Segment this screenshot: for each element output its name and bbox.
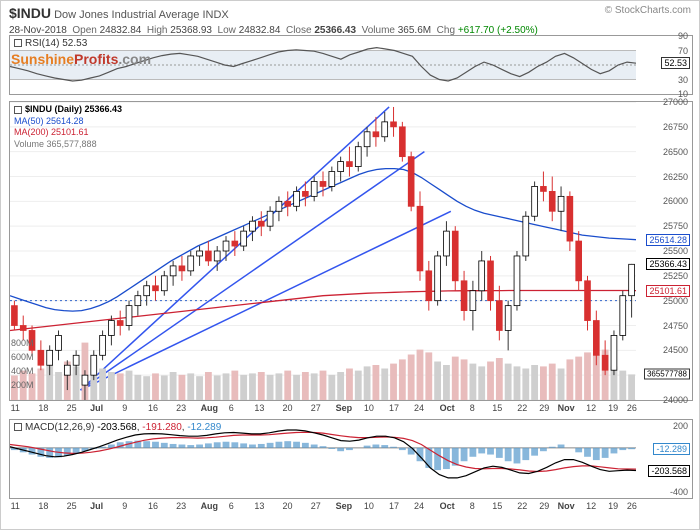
- title: Dow Jones Industrial Average INDX: [54, 9, 229, 21]
- price-panel: $INDU (Daily) 25366.43 MA(50) 25614.28 M…: [9, 101, 693, 401]
- watermark: SunshineProfits.com: [11, 51, 151, 67]
- rsi-label: RSI(14) 52.53: [14, 38, 87, 49]
- x-axis-lower: 111825Jul91623Aug6132027Sep101724Oct8152…: [9, 501, 635, 515]
- chart-container: $INDU Dow Jones Industrial Average INDX …: [0, 0, 700, 530]
- source: © StockCharts.com: [605, 5, 691, 16]
- x-axis-upper: 111825Jul91623Aug6132027Sep101724Oct8152…: [9, 403, 635, 417]
- macd-panel: MACD(12,26,9) -203.568, -191.280, -12.28…: [9, 419, 693, 499]
- symbol: $INDU: [9, 5, 51, 21]
- price-legend: $INDU (Daily) 25366.43 MA(50) 25614.28 M…: [14, 104, 122, 151]
- macd-label: MACD(12,26,9) -203.568, -191.280, -12.28…: [14, 422, 221, 433]
- chart-header: $INDU Dow Jones Industrial Average INDX …: [1, 1, 699, 25]
